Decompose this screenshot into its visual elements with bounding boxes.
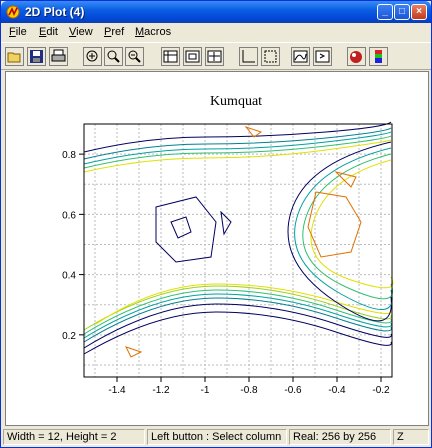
status-size: Width = 12, Height = 2 xyxy=(3,429,145,445)
y-tick-label: 0.6 xyxy=(62,210,76,221)
title-bar[interactable]: 2D Plot (4) _ □ × xyxy=(1,1,431,23)
zoom-in-icon xyxy=(86,50,98,62)
contour-line xyxy=(307,191,362,258)
contour-line xyxy=(83,121,392,153)
table-button[interactable] xyxy=(161,47,180,66)
y-tick-label: 0.2 xyxy=(62,331,76,342)
maximize-button[interactable]: □ xyxy=(394,4,410,20)
chart-title: Kumquat xyxy=(210,94,262,109)
x-tick-label: -1 xyxy=(201,385,210,396)
contour-icon xyxy=(293,50,308,63)
contour-line xyxy=(310,159,394,289)
contour-line xyxy=(170,216,192,239)
zoom-fit-icon xyxy=(128,50,141,63)
x-tick-label: -1.4 xyxy=(108,385,126,396)
zoom-fit-button[interactable] xyxy=(125,47,144,66)
menu-macros[interactable]: Macros xyxy=(135,26,172,38)
axes-button[interactable] xyxy=(239,47,258,66)
contour-chart[interactable]: Kumquat xyxy=(6,72,428,425)
contour-line xyxy=(83,285,392,331)
contour-line xyxy=(83,311,392,355)
plot-frame xyxy=(83,123,393,378)
close-icon: × xyxy=(416,6,422,17)
menu-bar: File Edit View Pref Macros xyxy=(1,23,431,41)
contour-line xyxy=(95,283,392,325)
contour-line xyxy=(125,346,143,358)
contour-button[interactable] xyxy=(291,47,310,66)
contour-line xyxy=(83,289,392,335)
crosshair-button[interactable] xyxy=(205,47,224,66)
colorbar-icon xyxy=(375,50,382,63)
status-mode: Z xyxy=(393,429,429,445)
contour-line xyxy=(294,147,393,310)
x-tick-label: -0.2 xyxy=(372,385,390,396)
contour-line xyxy=(83,297,392,343)
palette-icon xyxy=(350,51,362,63)
print-icon xyxy=(51,49,66,62)
minimize-icon: _ xyxy=(382,6,388,17)
export-icon xyxy=(315,50,330,63)
contour-line xyxy=(244,125,263,138)
x-tick-label: -0.8 xyxy=(240,385,258,396)
contour-line xyxy=(302,153,393,300)
crosshair-icon xyxy=(207,50,222,63)
menu-file[interactable]: File xyxy=(9,26,27,38)
contour-layer xyxy=(83,121,394,358)
colorbar-button[interactable] xyxy=(369,47,388,66)
save-button[interactable] xyxy=(27,47,46,66)
y-tick-label: 0.4 xyxy=(62,271,76,282)
contour-line xyxy=(220,210,232,236)
y-tick-label: 0.8 xyxy=(62,150,76,161)
contour-line xyxy=(83,293,392,339)
menu-pref[interactable]: Pref xyxy=(104,26,125,38)
print-button[interactable] xyxy=(49,47,68,66)
zoom-in-button[interactable] xyxy=(83,47,102,66)
grid-icon xyxy=(185,50,200,63)
minimize-button[interactable]: _ xyxy=(377,4,393,20)
open-button[interactable] xyxy=(5,47,24,66)
x-tick-label: -0.6 xyxy=(284,385,302,396)
zoom-out-button[interactable] xyxy=(104,47,123,66)
contour-line xyxy=(83,131,392,165)
contour-line xyxy=(83,139,392,173)
axes-icon xyxy=(242,50,255,63)
grid-button[interactable] xyxy=(183,47,202,66)
menu-view[interactable]: View xyxy=(69,26,93,38)
palette-button[interactable] xyxy=(347,47,366,66)
export-button[interactable] xyxy=(313,47,332,66)
plot-area[interactable]: Kumquat xyxy=(5,71,429,426)
status-real: Real: 256 by 256 xyxy=(289,429,391,445)
contour-line xyxy=(83,135,392,169)
contour-line xyxy=(83,303,392,349)
close-button[interactable]: × xyxy=(411,4,427,20)
zoom-out-icon xyxy=(107,50,120,63)
frame-button[interactable] xyxy=(261,47,280,66)
status-bar: Width = 12, Height = 2 Left button : Sel… xyxy=(1,427,431,447)
maximize-icon: □ xyxy=(398,6,406,17)
app-icon xyxy=(6,5,20,19)
contour-line xyxy=(155,196,217,263)
toolbar xyxy=(1,42,431,70)
open-icon xyxy=(7,52,21,63)
window-title: 2D Plot (4) xyxy=(25,5,85,19)
x-tick-label: -1.2 xyxy=(152,385,170,396)
contour-line xyxy=(83,127,392,160)
contour-line xyxy=(287,141,392,322)
status-hint: Left button : Select column xyxy=(147,429,287,445)
x-tick-label: -0.4 xyxy=(328,385,346,396)
menu-edit[interactable]: Edit xyxy=(39,26,58,38)
frame-icon xyxy=(264,50,277,63)
tick-layer: -1.4 -1.2 -1 -0.8 -0.6 -0.4 -0.2 0.2 0.4 0.6 0.8 xyxy=(62,150,390,396)
table-icon xyxy=(163,50,178,63)
save-icon xyxy=(30,50,43,63)
contour-line xyxy=(334,171,357,188)
grid-layer xyxy=(84,123,392,377)
